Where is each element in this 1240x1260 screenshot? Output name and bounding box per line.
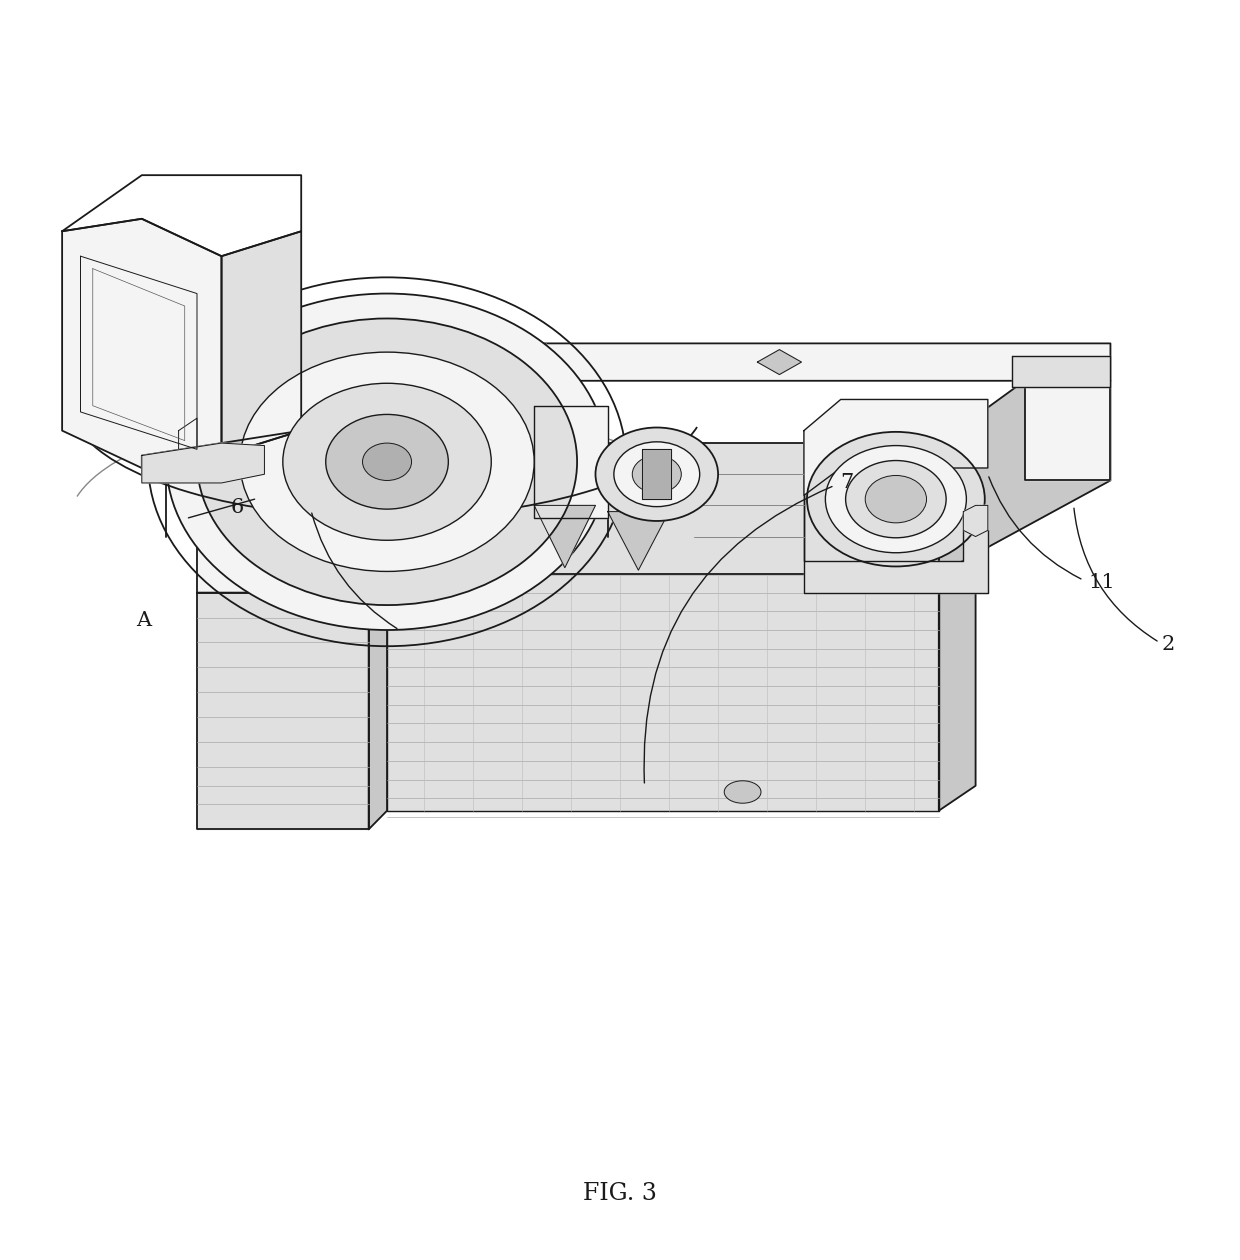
Polygon shape bbox=[197, 493, 976, 592]
Polygon shape bbox=[393, 425, 418, 562]
Polygon shape bbox=[534, 406, 608, 518]
Text: 11: 11 bbox=[1089, 573, 1115, 592]
Text: 2: 2 bbox=[1162, 635, 1176, 654]
Text: FIG. 3: FIG. 3 bbox=[583, 1182, 657, 1205]
Polygon shape bbox=[1024, 381, 1111, 480]
Polygon shape bbox=[222, 232, 301, 456]
Ellipse shape bbox=[239, 352, 534, 572]
Ellipse shape bbox=[614, 442, 699, 507]
Polygon shape bbox=[141, 444, 264, 483]
Polygon shape bbox=[197, 592, 368, 829]
Ellipse shape bbox=[166, 294, 608, 630]
Text: A: A bbox=[136, 611, 151, 630]
Ellipse shape bbox=[362, 444, 412, 480]
Ellipse shape bbox=[846, 460, 946, 538]
Text: 6: 6 bbox=[231, 499, 243, 518]
Polygon shape bbox=[1012, 355, 1111, 387]
Ellipse shape bbox=[197, 319, 577, 605]
Ellipse shape bbox=[283, 383, 491, 541]
Ellipse shape bbox=[807, 432, 985, 567]
Ellipse shape bbox=[595, 427, 718, 520]
Polygon shape bbox=[368, 573, 387, 829]
Polygon shape bbox=[387, 344, 1111, 444]
Polygon shape bbox=[939, 381, 1111, 573]
Polygon shape bbox=[758, 349, 801, 374]
Polygon shape bbox=[387, 444, 939, 573]
Polygon shape bbox=[141, 431, 301, 467]
Polygon shape bbox=[179, 418, 197, 467]
Polygon shape bbox=[534, 505, 595, 568]
Ellipse shape bbox=[826, 446, 966, 553]
Polygon shape bbox=[62, 219, 222, 467]
Polygon shape bbox=[963, 505, 988, 537]
Ellipse shape bbox=[724, 781, 761, 803]
Polygon shape bbox=[387, 573, 939, 810]
Polygon shape bbox=[62, 175, 301, 256]
Polygon shape bbox=[642, 450, 672, 499]
Polygon shape bbox=[804, 399, 988, 495]
Polygon shape bbox=[939, 549, 976, 810]
Ellipse shape bbox=[326, 415, 449, 509]
Polygon shape bbox=[608, 512, 670, 571]
Ellipse shape bbox=[866, 475, 926, 523]
Ellipse shape bbox=[632, 456, 681, 493]
Text: 7: 7 bbox=[841, 474, 854, 493]
Polygon shape bbox=[804, 495, 988, 592]
